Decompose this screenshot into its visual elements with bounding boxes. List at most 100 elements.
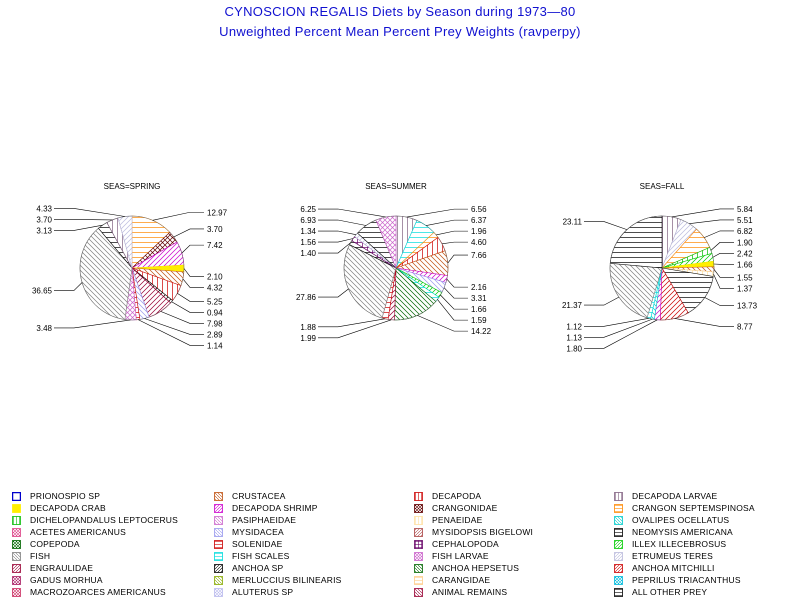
leader-line <box>183 268 204 277</box>
legend-swatch <box>414 552 423 561</box>
legend-swatch <box>214 552 223 561</box>
leader-line <box>318 318 386 328</box>
slice-value-label: 4.33 <box>36 204 52 213</box>
slice-value-label: 36.65 <box>32 286 53 295</box>
leader-line <box>704 297 734 306</box>
legend-swatch <box>12 552 21 561</box>
pie-title: SEAS=SUMMER <box>365 182 427 191</box>
legend-label: ALL OTHER PREY <box>632 587 708 597</box>
slice-value-label: 3.31 <box>471 294 487 303</box>
legend-label: ENGRAULIDAE <box>30 563 94 573</box>
leader-line <box>443 287 468 299</box>
slice-value-label: 1.40 <box>300 249 316 258</box>
leader-line <box>318 230 357 235</box>
legend-swatch <box>214 528 223 537</box>
leader-line <box>674 318 734 327</box>
slice-value-label: 14.22 <box>471 327 492 336</box>
leader-line <box>671 208 734 218</box>
legend-label: ANCHOA MITCHILLI <box>632 563 715 573</box>
slice-value-label: 1.66 <box>737 260 753 269</box>
legend-swatch <box>214 540 223 549</box>
leader-line <box>704 230 734 238</box>
leader-line <box>584 296 620 306</box>
slice-value-label: 27.86 <box>296 293 317 302</box>
legend-label: ANIMAL REMAINS <box>432 587 508 597</box>
legend-swatch <box>414 540 423 549</box>
slice-value-label: 5.25 <box>207 297 223 306</box>
pie-title: SEAS=SPRING <box>104 182 161 191</box>
slice-value-label: 1.59 <box>471 316 487 325</box>
legend-label: ANCHOA SP <box>232 563 284 573</box>
legend-label: DICHELOPANDALUS LEPTOCERUS <box>30 515 179 525</box>
leader-line <box>710 242 734 251</box>
slice-value-label: 2.16 <box>471 283 487 292</box>
leader-line <box>446 278 468 288</box>
leader-line <box>54 282 83 291</box>
legend-swatch <box>414 516 423 525</box>
slice-value-label: 2.42 <box>737 249 753 258</box>
legend-label: DECAPODA LARVAE <box>632 491 718 501</box>
leader-line <box>182 278 204 288</box>
legend-swatch <box>12 564 21 573</box>
slice-value-label: 1.12 <box>566 322 582 331</box>
slice-value-label: 1.55 <box>737 273 753 282</box>
legend-swatch <box>12 492 21 501</box>
slice-value-label: 1.88 <box>300 323 316 332</box>
leader-line <box>54 224 103 231</box>
slice-value-label: 7.42 <box>207 241 223 250</box>
slice-value-label: 7.98 <box>207 319 223 328</box>
legend-label: PRIONOSPIO SP <box>30 491 101 501</box>
legend-swatch <box>12 516 21 525</box>
slice-value-label: 13.73 <box>737 301 758 310</box>
leader-line <box>713 269 734 278</box>
legend-label: DECAPODA <box>432 491 482 501</box>
legend-swatch <box>614 504 623 513</box>
legend-label: DECAPODA CRAB <box>30 503 106 513</box>
leader-line <box>441 241 468 245</box>
slice-value-label: 6.25 <box>300 205 316 214</box>
slice-value-label: 3.48 <box>36 324 52 333</box>
slice-value-label: 1.96 <box>471 227 487 236</box>
slice-value-label: 1.90 <box>737 238 753 247</box>
leader-line <box>54 208 125 217</box>
leader-line <box>318 242 351 254</box>
legend-swatch <box>214 576 223 585</box>
legend-label: MACROZOARCES AMERICANUS <box>30 587 166 597</box>
legend-swatch <box>414 492 423 501</box>
leader-line <box>171 301 204 313</box>
slice-value-label: 1.34 <box>300 227 316 236</box>
slice-value-label: 12.97 <box>207 208 228 217</box>
leader-line <box>181 244 204 254</box>
slice-value-label: 5.84 <box>737 205 753 214</box>
legend-swatch <box>614 576 623 585</box>
legend-label: PASIPHAEIDAE <box>232 515 297 525</box>
leader-line <box>177 293 204 302</box>
legend-swatch <box>12 528 21 537</box>
legend-swatch <box>414 564 423 573</box>
leader-line <box>318 238 354 243</box>
legend-label: DECAPODA SHRIMP <box>232 503 318 513</box>
leader-line <box>160 311 204 324</box>
legend-swatch <box>614 492 623 501</box>
slice-value-label: 0.94 <box>207 308 223 317</box>
slice-value-label: 2.89 <box>207 330 223 339</box>
pie-seas-fall: SEAS=FALL 5.84 5.51 6.82 1.90 2.42 1.66 1.55 1.3… <box>562 182 758 353</box>
pie-title: SEAS=FALL <box>640 182 685 191</box>
slice-value-label: 3.13 <box>36 226 52 235</box>
slice-value-label: 1.66 <box>471 305 487 314</box>
slice-value-label: 1.80 <box>566 344 582 353</box>
slice-value-label: 23.11 <box>563 218 583 227</box>
leader-line <box>318 208 386 218</box>
slice-value-label: 1.13 <box>566 333 582 342</box>
legend-swatch <box>214 504 223 513</box>
legend-swatch <box>614 540 623 549</box>
leader-line <box>417 315 468 332</box>
legend-label: OVALIPES OCELLATUS <box>632 515 730 525</box>
leader-line <box>318 288 349 298</box>
legend-label: MYSIDOPSIS BIGELOWI <box>432 527 534 537</box>
pie-seas-spring: SEAS=SPRING 12.97 3.70 7.42 2.10 4.32 5.25 0.94… <box>32 182 228 350</box>
legend-swatch <box>414 504 423 513</box>
slice-value-label: 4.60 <box>471 238 487 247</box>
slice-value-label: 6.93 <box>300 216 316 225</box>
leader-line <box>447 254 468 264</box>
